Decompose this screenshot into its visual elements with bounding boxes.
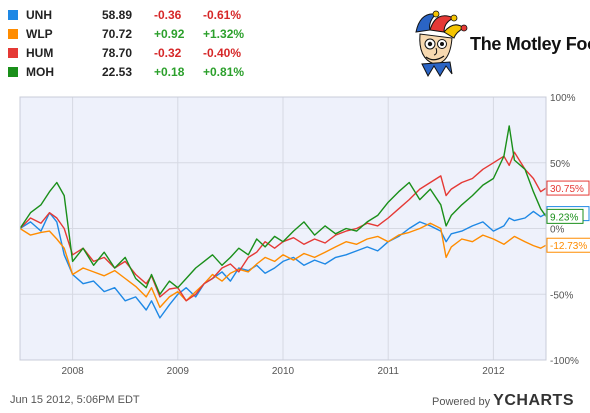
legend-price: 70.72 (102, 27, 133, 41)
legend-row-unh: UNH 58.89 -0.36 -0.61% (6, 6, 276, 25)
x-tick-label: 2010 (272, 366, 295, 377)
legend-row-hum: HUM 78.70 -0.32 -0.40% (6, 44, 276, 63)
jester-icon (415, 10, 468, 78)
legend-ticker: WLP (26, 27, 53, 41)
x-tick-label: 2012 (482, 366, 505, 377)
legend-row-moh: MOH 22.53 +0.18 +0.81% (6, 63, 276, 82)
legend-change: -0.32 (154, 46, 182, 60)
legend-price: 58.89 (102, 8, 133, 22)
y-tick-label: 0% (550, 225, 565, 236)
y-tick-label: -50% (550, 290, 573, 301)
legend-swatch (8, 48, 18, 58)
legend-pct: -0.61% (203, 8, 242, 22)
plot-frame (19, 96, 547, 361)
powered-by-text: Powered by (432, 396, 491, 408)
x-tick-label: 2011 (377, 366, 399, 377)
legend-change: +0.18 (154, 65, 185, 79)
legend-ticker: HUM (26, 46, 54, 60)
legend-price: 22.53 (102, 65, 133, 79)
legend-change: +0.92 (154, 27, 185, 41)
legend-price: 78.70 (102, 46, 133, 60)
y-tick-label: 100% (550, 93, 576, 104)
legend-pct: -0.40% (203, 46, 242, 60)
legend-pct: +0.81% (203, 65, 245, 79)
legend-row-wlp: WLP 70.72 +0.92 +1.32% (6, 25, 276, 44)
logo-text: The Motley Fool. (470, 34, 590, 54)
series-line-unh (19, 210, 547, 319)
legend-ticker: UNH (26, 8, 52, 22)
end-label-wlp: -12.73% (550, 241, 587, 252)
series-line-hum (19, 151, 547, 302)
legend-pct: +1.32% (203, 27, 245, 41)
motley-fool-logo: The Motley Fool. (406, 8, 590, 78)
legend-ticker: MOH (26, 65, 54, 79)
end-label-hum: 30.75% (550, 184, 584, 195)
ycharts-logo: YCHARTS (493, 392, 574, 409)
ycharts-credit: Powered by YCHARTS (432, 392, 574, 410)
y-tick-label: -100% (550, 356, 579, 367)
x-tick-label: 2008 (61, 366, 84, 377)
end-label-box (546, 237, 590, 253)
legend-change: -0.36 (154, 8, 182, 22)
end-label-box (546, 180, 590, 196)
legend: UNH 58.89 -0.36 -0.61% WLP 70.72 +0.92 +1.32% HU… (6, 6, 276, 82)
legend-swatch (8, 10, 18, 20)
series-line-wlp (19, 222, 547, 309)
legend-swatch (8, 29, 18, 39)
y-tick-label: 50% (550, 159, 570, 170)
legend-swatch (8, 67, 18, 77)
timestamp: Jun 15 2012, 5:06PM EDT (10, 394, 140, 406)
end-label-moh: 9.23% (550, 212, 578, 223)
series-line-moh (19, 125, 547, 295)
x-tick-label: 2009 (167, 366, 190, 377)
end-label-box (546, 208, 584, 224)
